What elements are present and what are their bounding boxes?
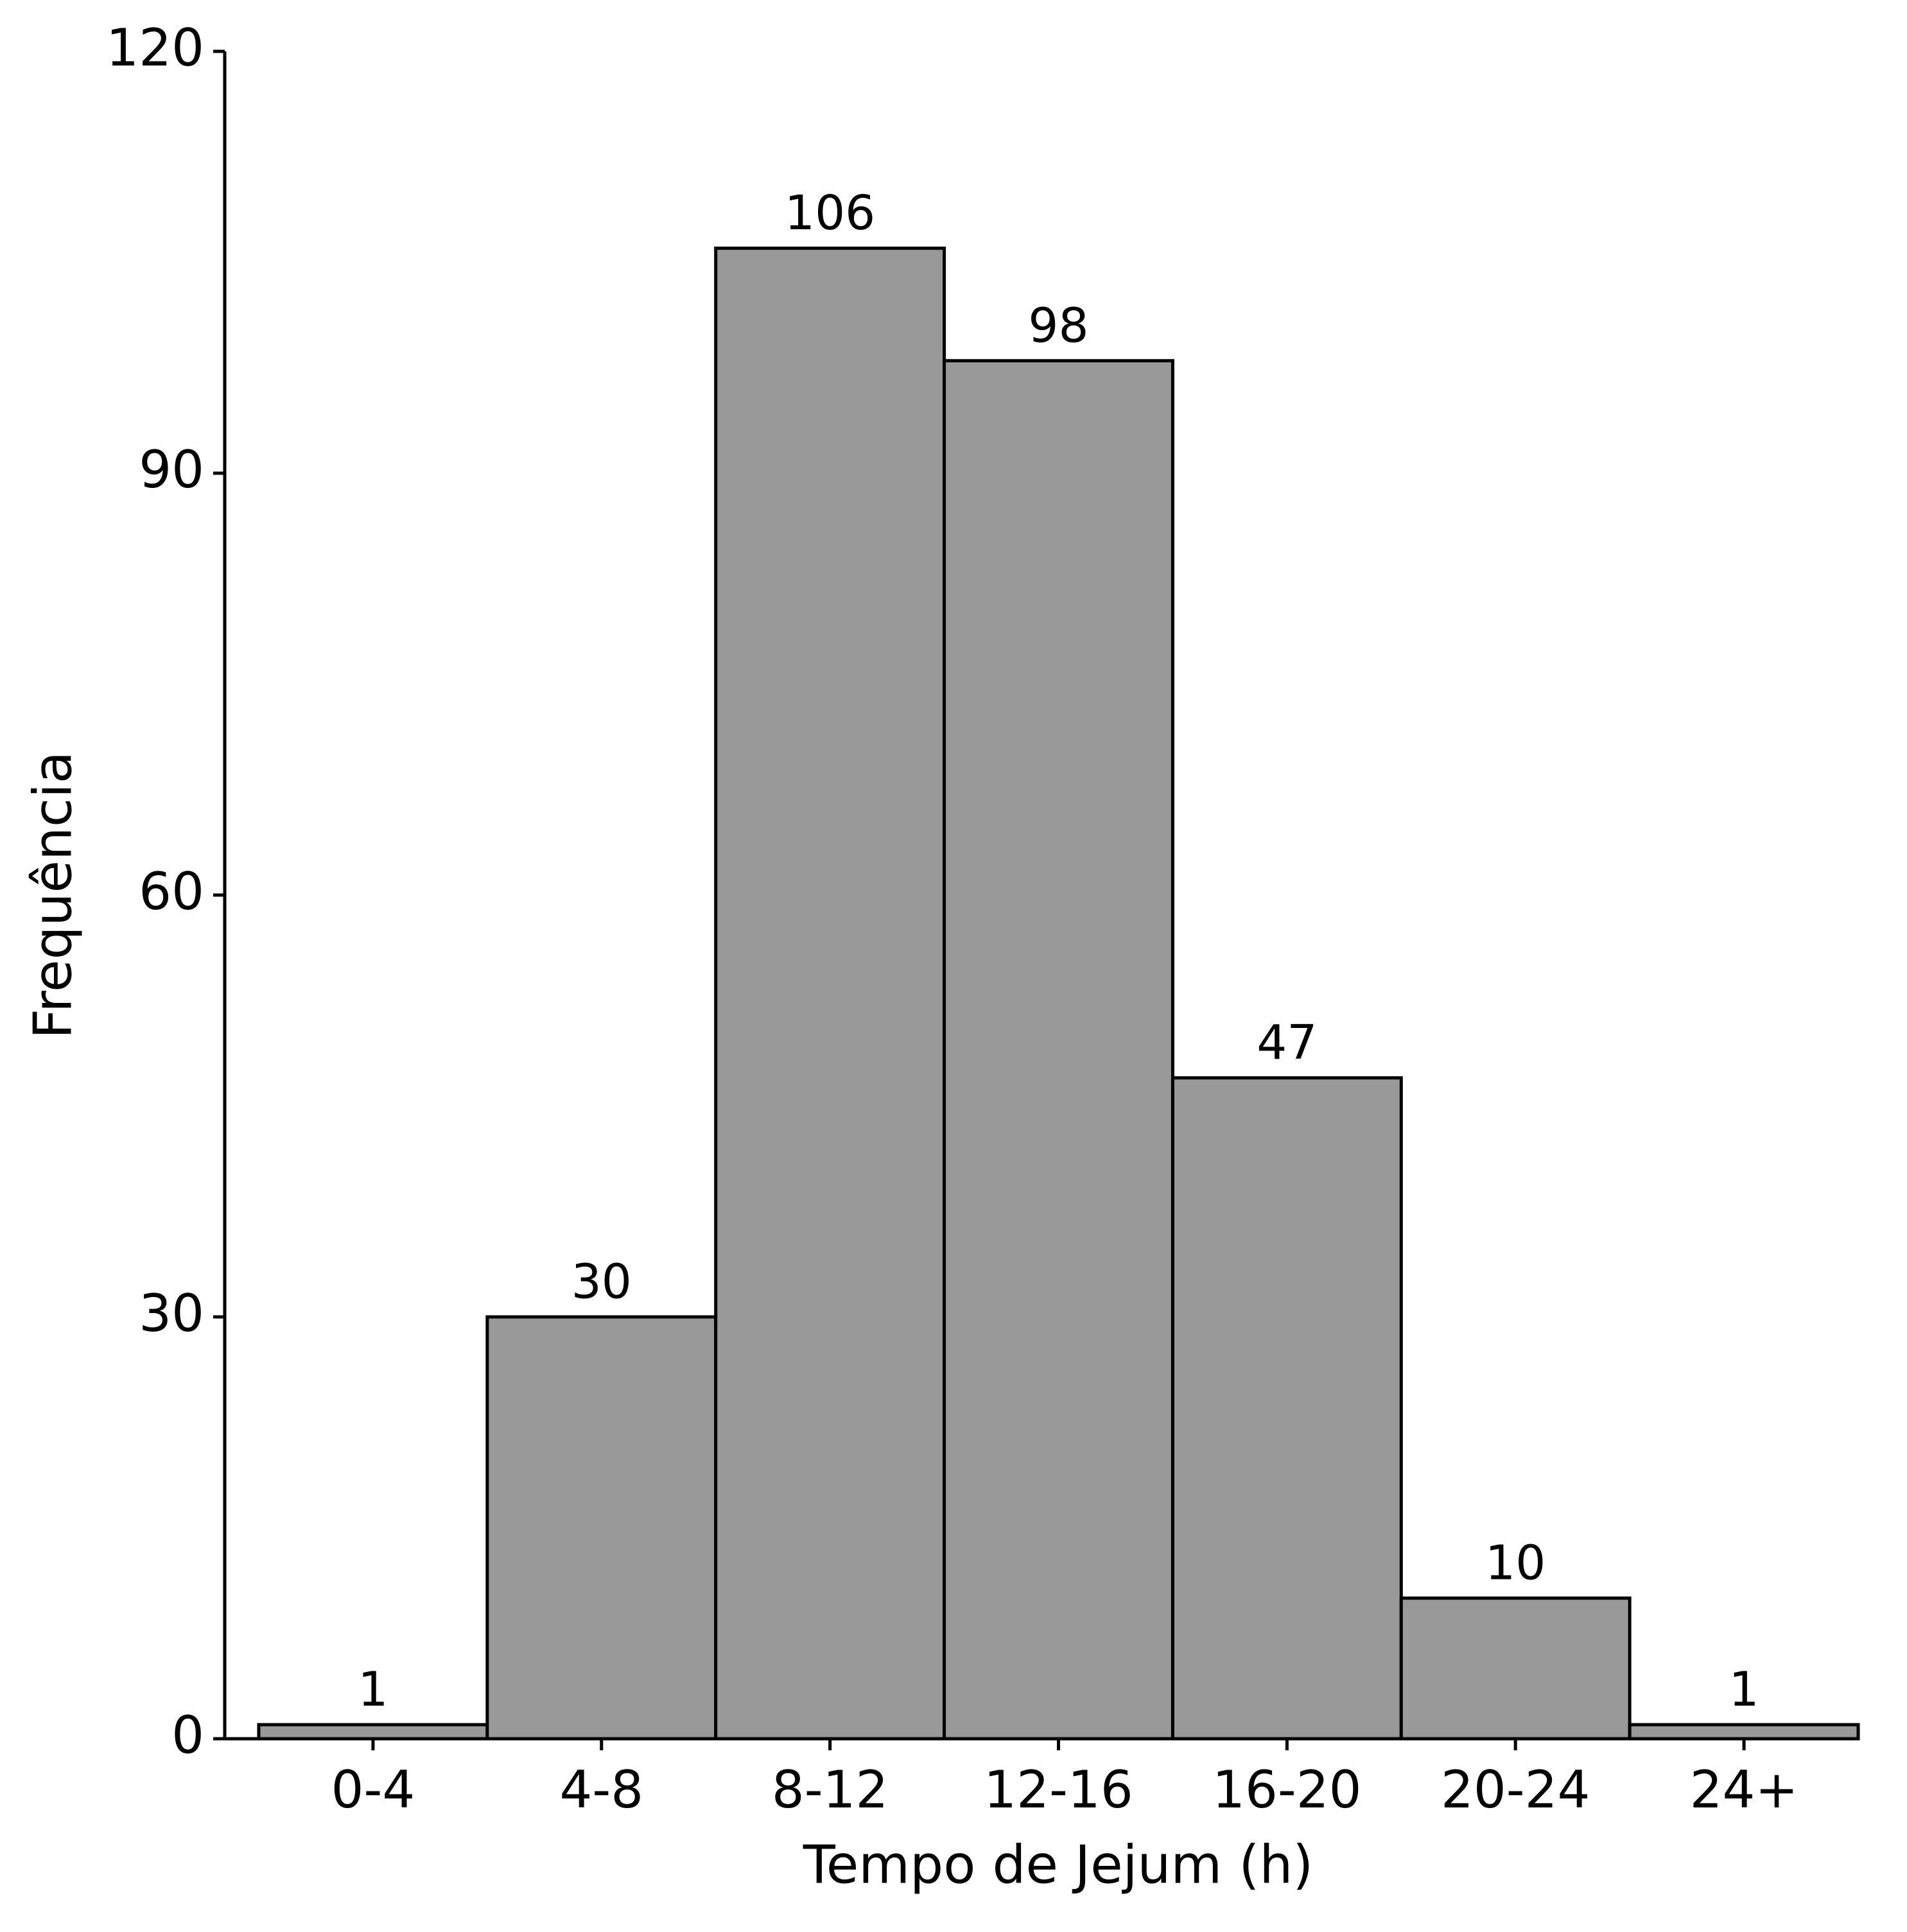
x-tick-label: 20-24 (1441, 1760, 1590, 1820)
y-tick-label: 60 (139, 862, 204, 921)
y-tick-label: 120 (106, 18, 204, 78)
bar (1399, 1596, 1632, 1741)
value-label: 1 (358, 1662, 388, 1718)
bar (485, 1315, 718, 1741)
x-tick-label: 16-20 (1212, 1760, 1361, 1820)
x-tick-label: 8-12 (772, 1760, 889, 1820)
value-label: 47 (1257, 1015, 1317, 1070)
bar (1628, 1723, 1860, 1741)
bar (257, 1723, 489, 1741)
y-tick-label: 0 (171, 1705, 204, 1765)
x-tick-label: 12-16 (984, 1760, 1133, 1820)
value-label: 30 (571, 1255, 632, 1310)
x-tick-label: 0-4 (331, 1760, 415, 1820)
value-label: 10 (1485, 1536, 1546, 1591)
x-axis-title: Tempo de Jejum (h) (803, 1834, 1314, 1895)
bar (714, 247, 946, 1741)
x-tick-label: 4-8 (559, 1760, 643, 1820)
x-tick-label: 24+ (1690, 1760, 1798, 1820)
y-tick-label: 30 (139, 1284, 204, 1343)
bar (943, 359, 1174, 1741)
value-label: 98 (1028, 298, 1088, 353)
value-label: 1 (1729, 1662, 1759, 1718)
bar (1171, 1076, 1403, 1741)
value-label: 106 (785, 186, 875, 241)
y-axis-title: Frequência (22, 751, 83, 1039)
y-tick-label: 90 (139, 440, 204, 500)
